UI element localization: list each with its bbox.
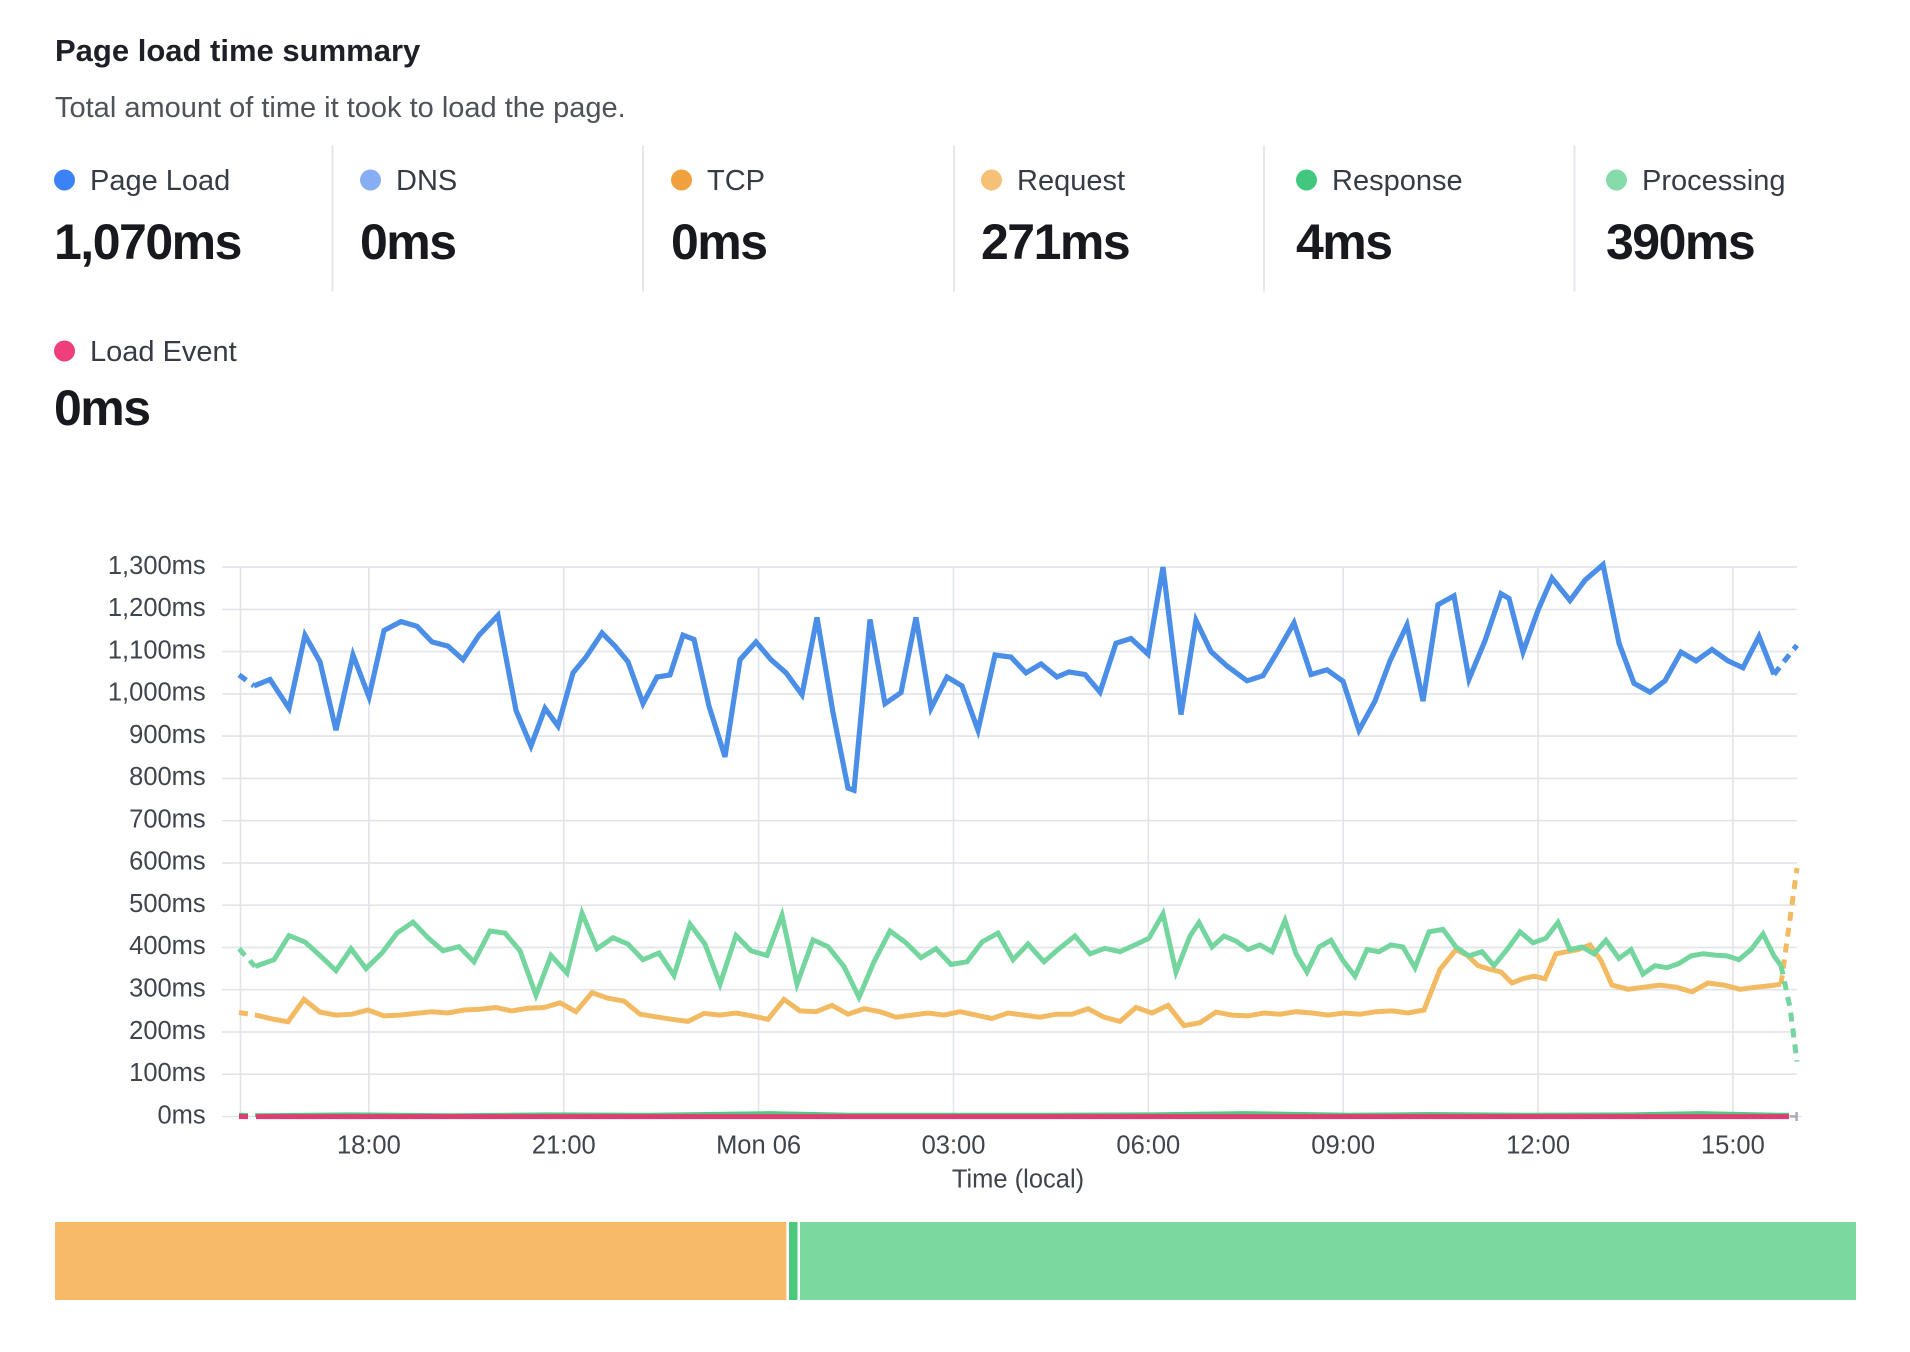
svg-text:Page load time summary: Page load time summary <box>55 33 421 68</box>
svg-text:390ms: 390ms <box>1606 214 1754 270</box>
svg-text:18:00: 18:00 <box>337 1132 401 1160</box>
svg-text:0ms: 0ms <box>360 214 456 270</box>
svg-text:Mon 06: Mon 06 <box>716 1132 801 1160</box>
svg-text:271ms: 271ms <box>981 214 1129 270</box>
svg-text:0ms: 0ms <box>54 380 150 436</box>
svg-text:Processing: Processing <box>1642 165 1785 197</box>
svg-text:700ms: 700ms <box>129 806 206 834</box>
svg-text:500ms: 500ms <box>129 890 206 918</box>
svg-text:800ms: 800ms <box>129 763 206 791</box>
svg-text:Time (local): Time (local) <box>952 1166 1084 1194</box>
svg-text:09:00: 09:00 <box>1311 1132 1375 1160</box>
svg-text:1,100ms: 1,100ms <box>108 636 206 664</box>
svg-text:100ms: 100ms <box>129 1059 206 1087</box>
svg-text:0ms: 0ms <box>158 1101 206 1129</box>
svg-text:12:00: 12:00 <box>1506 1132 1570 1160</box>
svg-text:TCP: TCP <box>707 165 765 197</box>
svg-text:4ms: 4ms <box>1296 214 1392 270</box>
svg-text:Load Event: Load Event <box>90 336 237 368</box>
svg-text:Page Load: Page Load <box>90 165 230 197</box>
svg-text:600ms: 600ms <box>129 848 206 876</box>
svg-text:21:00: 21:00 <box>532 1132 596 1160</box>
svg-text:900ms: 900ms <box>129 721 206 749</box>
svg-text:0ms: 0ms <box>671 214 767 270</box>
svg-text:Total amount of time it took t: Total amount of time it took to load the… <box>55 92 626 124</box>
svg-text:300ms: 300ms <box>129 975 206 1003</box>
svg-text:1,070ms: 1,070ms <box>54 214 241 270</box>
svg-text:1,200ms: 1,200ms <box>108 594 206 622</box>
svg-text:200ms: 200ms <box>129 1017 206 1045</box>
svg-text:1,300ms: 1,300ms <box>108 552 206 580</box>
svg-text:06:00: 06:00 <box>1116 1132 1180 1160</box>
svg-text:DNS: DNS <box>396 165 457 197</box>
svg-text:15:00: 15:00 <box>1701 1132 1765 1160</box>
svg-text:03:00: 03:00 <box>922 1132 986 1160</box>
svg-text:Response: Response <box>1332 165 1463 197</box>
svg-text:Request: Request <box>1017 165 1125 197</box>
svg-text:1,000ms: 1,000ms <box>108 679 206 707</box>
svg-text:400ms: 400ms <box>129 932 206 960</box>
